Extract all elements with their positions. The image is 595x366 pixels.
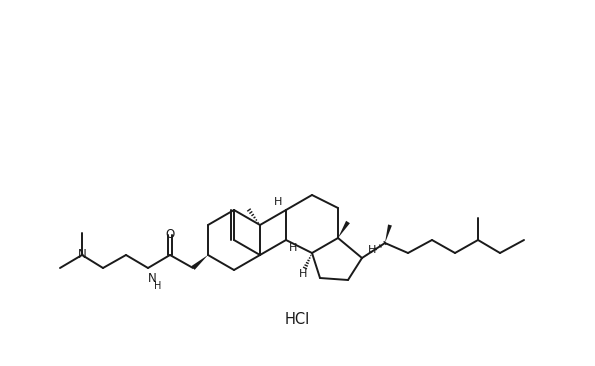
Text: O: O xyxy=(165,228,174,242)
Text: H: H xyxy=(368,245,376,255)
Text: H: H xyxy=(289,243,297,253)
Text: H: H xyxy=(274,197,282,207)
Polygon shape xyxy=(192,255,208,270)
Polygon shape xyxy=(338,221,350,238)
Text: N: N xyxy=(148,272,156,284)
Text: H: H xyxy=(299,269,307,279)
Text: HCl: HCl xyxy=(284,313,309,328)
Polygon shape xyxy=(385,224,392,243)
Text: H: H xyxy=(154,281,162,291)
Text: N: N xyxy=(77,249,86,261)
